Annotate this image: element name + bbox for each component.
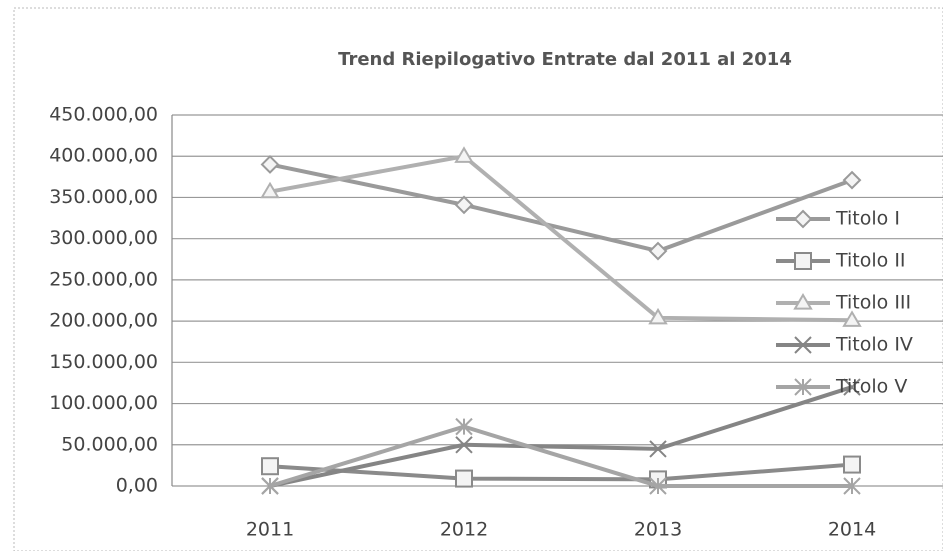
series-line	[269, 462, 853, 482]
marker	[455, 417, 473, 436]
y-tick-label: 350.000,00	[49, 186, 158, 208]
marker	[649, 477, 667, 495]
marker	[842, 310, 862, 327]
marker	[648, 307, 668, 325]
y-tick-label: 150.000,00	[49, 351, 158, 373]
legend-label: Titolo IV	[835, 334, 913, 356]
marker	[842, 170, 862, 190]
y-tick-label: 100.000,00	[49, 392, 158, 414]
marker	[649, 440, 667, 458]
legend-label: Titolo I	[835, 208, 900, 230]
y-tick-label: 300.000,00	[49, 227, 158, 249]
legend-label: Titolo III	[835, 292, 911, 314]
series-line	[269, 162, 853, 254]
marker	[261, 477, 279, 495]
marker	[260, 155, 280, 174]
marker	[260, 181, 280, 199]
marker	[843, 378, 861, 396]
legend-label: Titolo V	[835, 376, 907, 398]
series-line	[269, 154, 853, 323]
marker	[455, 469, 473, 488]
marker	[843, 477, 861, 495]
legend-marker	[793, 209, 813, 229]
x-tick-label: 2013	[634, 519, 682, 541]
y-tick-label: 200.000,00	[49, 310, 158, 332]
y-tick-label: 250.000,00	[49, 268, 158, 290]
y-tick-label: 0,00	[116, 475, 158, 497]
legend-marker	[794, 378, 812, 396]
series-line	[269, 385, 853, 488]
y-tick-label: 400.000,00	[49, 145, 158, 167]
marker	[261, 457, 279, 476]
marker	[455, 436, 473, 454]
y-tick-label: 450.000,00	[49, 104, 158, 126]
x-tick-label: 2014	[828, 519, 876, 541]
y-tick-label: 50.000,00	[61, 433, 158, 455]
marker	[454, 146, 474, 163]
x-tick-label: 2011	[246, 519, 294, 541]
marker	[454, 195, 474, 215]
marker	[843, 455, 861, 474]
legend-marker	[794, 252, 812, 270]
marker	[648, 241, 668, 261]
legend-label: Titolo II	[835, 250, 906, 272]
x-tick-label: 2012	[440, 519, 488, 541]
series-line	[269, 424, 852, 488]
legend-marker	[793, 293, 813, 310]
chart-title: Trend Riepilogativo Entrate dal 2011 al …	[338, 49, 792, 70]
legend-marker	[794, 336, 812, 354]
